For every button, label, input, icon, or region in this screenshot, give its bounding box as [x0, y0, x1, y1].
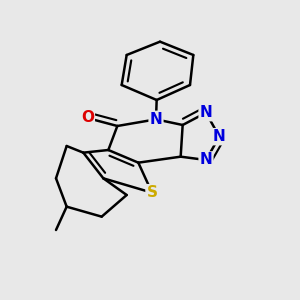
Text: N: N: [150, 112, 162, 127]
Text: N: N: [200, 105, 212, 120]
Text: O: O: [81, 110, 94, 125]
Text: S: S: [146, 185, 158, 200]
Text: N: N: [200, 152, 212, 167]
Text: N: N: [213, 129, 226, 144]
